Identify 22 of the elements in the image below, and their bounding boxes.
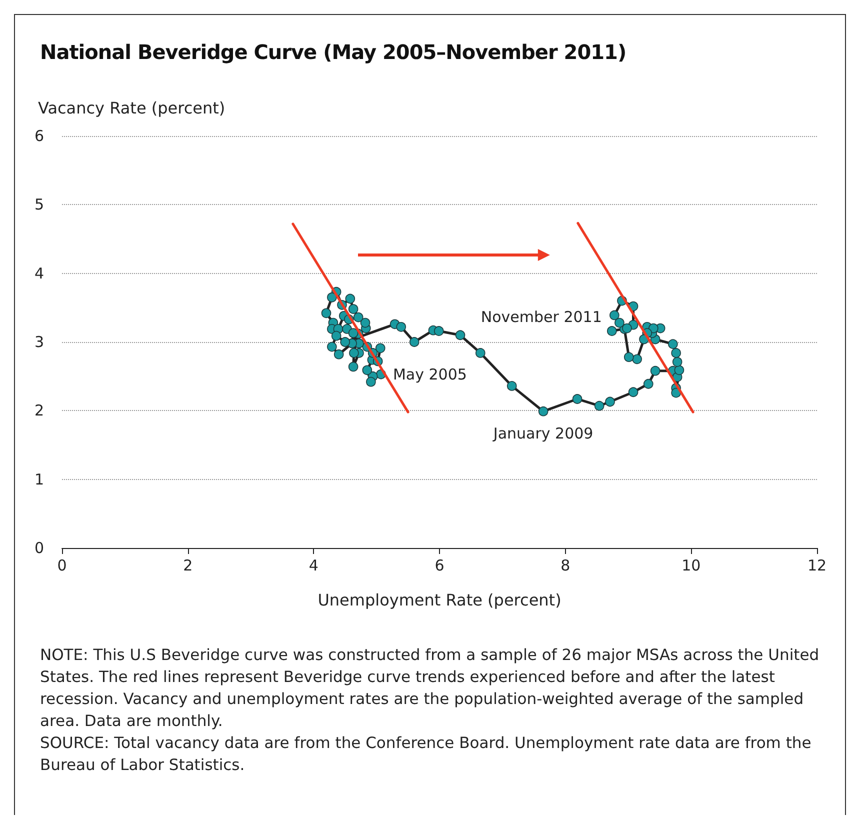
y-tick-label: 4 xyxy=(34,264,44,282)
x-tick-label: 4 xyxy=(308,556,318,574)
annotation: November 2011 xyxy=(480,308,602,326)
x-tick-label: 10 xyxy=(682,556,701,574)
y-axis-title: Vacancy Rate (percent) xyxy=(38,98,226,118)
y-tick-label: 5 xyxy=(34,196,44,214)
x-tick-label: 2 xyxy=(183,556,193,574)
chart-title: National Beveridge Curve (May 2005–November 2011) xyxy=(40,40,626,64)
y-tick-label: 1 xyxy=(34,470,44,488)
y-tick-label: 6 xyxy=(34,127,44,145)
text: NOTE: This U.S Beveridge curve was constructed from a sample of 26 major MSAs across the United States. The red lines represent Beveridge curve trends experienced before and after the latest recession. Vacancy and unemployment rates are the population-weighted average of the sampled area. Data are monthly. xyxy=(40,645,820,732)
y-tick-label: 0 xyxy=(34,539,44,557)
x-tick-label: 0 xyxy=(57,556,67,574)
x-tick-label: 12 xyxy=(807,556,827,574)
x-tick-label: 6 xyxy=(434,556,444,574)
y-tick-label: 2 xyxy=(34,402,44,420)
x-tick-label: 8 xyxy=(560,556,570,574)
annotation: May 2005 xyxy=(392,365,467,384)
y-tick-label: 3 xyxy=(34,333,44,351)
x-axis-title: Unemployment Rate (percent) xyxy=(318,590,562,610)
source-note: SOURCE: Total vacancy data are from the Conference Board. Unemployment rate data are from the Bureau of Labor Statistics. xyxy=(40,733,812,776)
annotation: January 2009 xyxy=(492,424,594,442)
